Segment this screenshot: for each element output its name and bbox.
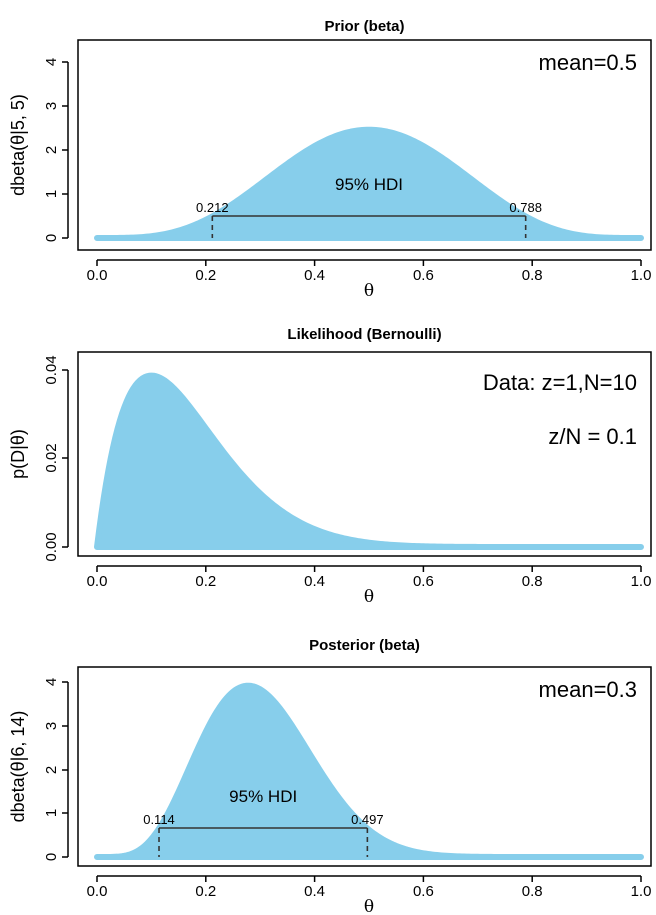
prior-title: Prior (beta) <box>324 18 404 35</box>
likelihood-plot-frame <box>77 351 652 557</box>
posterior-x-tick-label: 0.4 <box>304 883 325 900</box>
likelihood-x-tick-label: 0.6 <box>413 573 434 590</box>
prior-hdi-high-label: 0.788 <box>509 200 542 215</box>
likelihood-panel: Likelihood (Bernoulli) 0.0 0.2 0.4 0.6 0.8 1.0… <box>8 326 652 607</box>
likelihood-y-axis-label: p(D|θ) <box>8 429 28 479</box>
prior-y-tick-label: 1 <box>43 190 60 198</box>
likelihood-y-tick-label: 0.02 <box>43 443 60 472</box>
likelihood-annotation: Data: z=1,N=10 <box>483 370 637 395</box>
posterior-x-tick-label: 0.2 <box>195 883 216 900</box>
prior-y-tick-label: 0 <box>43 234 60 242</box>
prior-density-area <box>94 126 644 241</box>
likelihood-x-tick-label: 0.0 <box>87 573 108 590</box>
prior-plot-frame <box>77 39 652 251</box>
likelihood-x-axis-label: θ <box>364 587 374 607</box>
posterior-y-tick-label: 1 <box>43 809 60 817</box>
prior-y-axis-label: dbeta(θ|5, 5) <box>8 94 28 196</box>
posterior-density-area <box>94 682 644 860</box>
likelihood-y-tick-label: 0.00 <box>43 532 60 561</box>
posterior-y-tick-label: 2 <box>43 766 60 774</box>
posterior-hdi-label: 95% HDI <box>229 787 297 806</box>
posterior-hdi-low-label: 0.114 <box>143 812 175 827</box>
posterior-x-tick-label: 0.8 <box>522 883 543 900</box>
posterior-x-tick-label: 1.0 <box>631 883 652 900</box>
prior-y-tick-label: 4 <box>43 58 60 66</box>
prior-x-tick-label: 1.0 <box>631 267 652 284</box>
posterior-y-tick-label: 0 <box>43 853 60 861</box>
posterior-hdi-high-label: 0.497 <box>351 812 384 827</box>
prior-x-tick-label: 0.4 <box>304 267 325 284</box>
posterior-panel: Posterior (beta) 0.0 0.2 0.4 0.6 0.8 1.0 θ 0 1 2 3 4… <box>8 637 652 915</box>
likelihood-density-area <box>94 372 644 550</box>
posterior-x-axis-label: θ <box>364 897 374 915</box>
prior-panel: Prior (beta) 0.0 0.2 0.4 0.6 0.8 1.0 θ 0 1 2 3 4 dbet… <box>8 18 652 301</box>
likelihood-x-tick-label: 0.8 <box>522 573 543 590</box>
posterior-y-tick-label: 3 <box>43 722 60 730</box>
prior-hdi-low-label: 0.212 <box>196 200 229 215</box>
likelihood-x-tick-label: 0.2 <box>195 573 216 590</box>
posterior-y-tick-label: 4 <box>43 678 60 686</box>
posterior-plot-frame <box>77 666 652 867</box>
likelihood-annotation: z/N = 0.1 <box>548 424 637 449</box>
prior-x-tick-label: 0.0 <box>87 267 108 284</box>
prior-x-tick-label: 0.8 <box>522 267 543 284</box>
prior-annotation: mean=0.5 <box>539 50 637 75</box>
posterior-annotation: mean=0.3 <box>539 677 637 702</box>
posterior-title: Posterior (beta) <box>309 637 420 654</box>
likelihood-x-tick-label: 1.0 <box>631 573 652 590</box>
prior-x-tick-label: 0.2 <box>195 267 216 284</box>
prior-y-tick-label: 3 <box>43 102 60 110</box>
posterior-x-tick-label: 0.6 <box>413 883 434 900</box>
prior-x-tick-label: 0.6 <box>413 267 434 284</box>
posterior-y-axis-label: dbeta(θ|6, 14) <box>8 711 28 823</box>
likelihood-y-tick-label: 0.04 <box>43 355 60 384</box>
posterior-x-tick-label: 0.0 <box>87 883 108 900</box>
likelihood-title: Likelihood (Bernoulli) <box>287 326 441 343</box>
prior-x-axis-label: θ <box>364 281 374 301</box>
prior-hdi-label: 95% HDI <box>335 175 403 194</box>
likelihood-x-tick-label: 0.4 <box>304 573 325 590</box>
prior-y-tick-label: 2 <box>43 146 60 154</box>
